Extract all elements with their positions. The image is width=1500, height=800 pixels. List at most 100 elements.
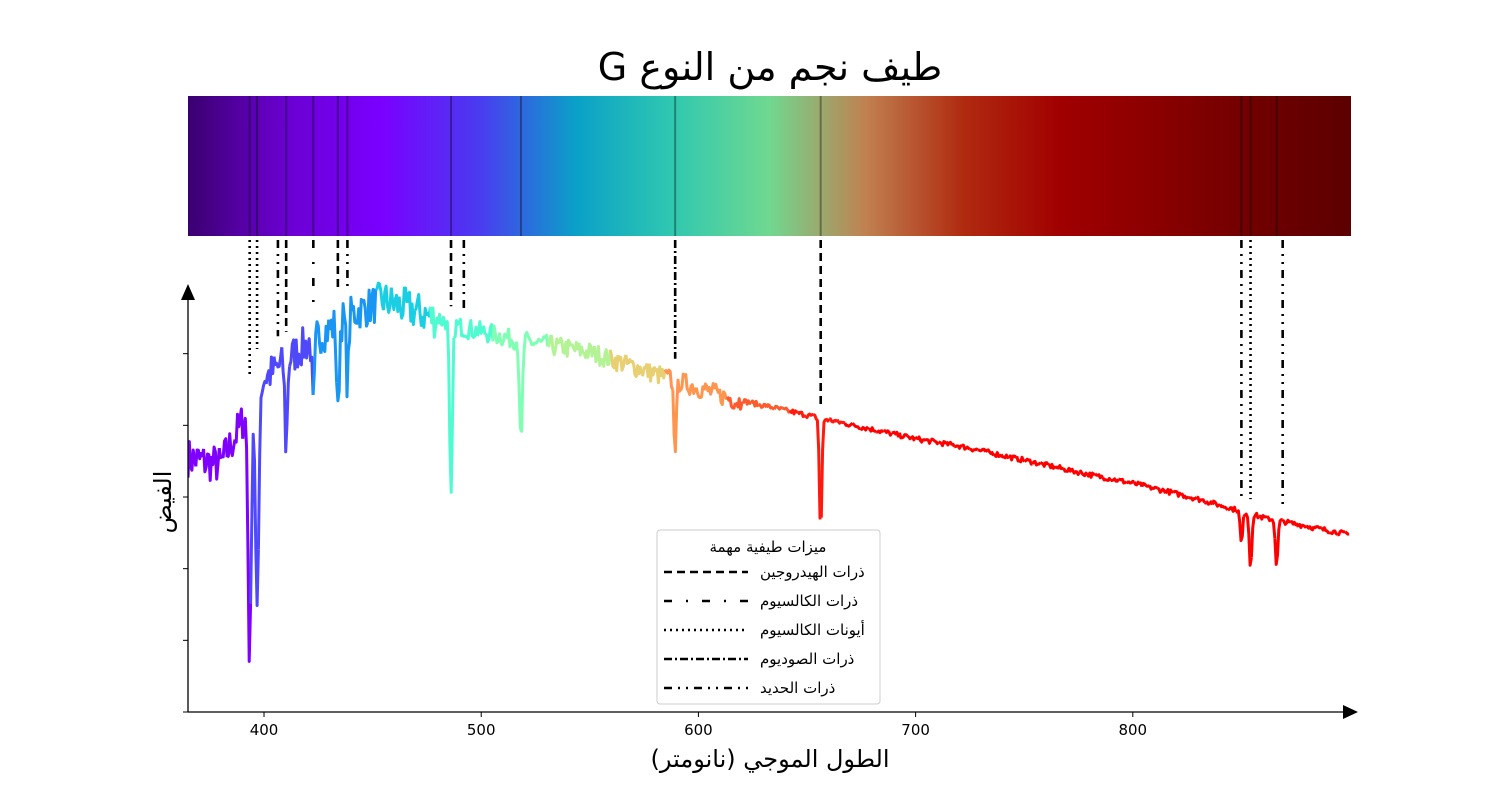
spectrum-segment [1101, 476, 1112, 482]
legend-title: ميزات طيفية مهمة [710, 538, 827, 556]
spectrum-segment [718, 388, 729, 406]
spectrum-segment [788, 408, 799, 416]
spectrum-segment [1023, 457, 1033, 466]
spectrum-segment [1235, 509, 1246, 543]
spectrum-segment [1008, 454, 1018, 462]
spectrum-segment [898, 432, 909, 440]
spectrum-segment [1337, 529, 1346, 537]
spectrum-segment [202, 448, 213, 482]
spectrum-segment [460, 326, 471, 341]
spectrum-segment [883, 429, 893, 437]
spectrum-segment [562, 338, 573, 358]
spectrum-segment [444, 320, 456, 494]
spectrum-segment [906, 434, 917, 442]
spectrum-segment [335, 302, 346, 403]
spectrum-segment [1273, 518, 1283, 566]
spectrum-segment [773, 404, 783, 411]
spectrum-segment [1172, 489, 1183, 498]
legend-label: ذرات الهيدروجين [760, 563, 865, 581]
x-tick-label: 700 [901, 721, 930, 739]
spectrum-segment [929, 437, 940, 446]
spectrum-segment [1329, 529, 1339, 536]
spectrum-segment [366, 287, 378, 324]
spectrum-segment [311, 320, 323, 395]
spectrum-segment [686, 383, 698, 396]
legend-label: أيونات الكالسيوم [760, 620, 865, 639]
spectrum-segment [1258, 514, 1268, 521]
spectrum-segment [1140, 481, 1151, 488]
spectrum-segment [954, 443, 963, 450]
legend-label: ذرات الحديد [760, 679, 835, 697]
x-axis-arrow [1343, 705, 1358, 719]
spectrum-segment [961, 443, 971, 451]
spectrum-segment [570, 340, 581, 353]
spectrum-segment [233, 407, 245, 444]
spectrum-segment [539, 333, 550, 347]
spectrum-segment [632, 364, 643, 378]
spectrum-segment [1093, 472, 1104, 480]
spectrum-segment [781, 406, 792, 414]
spectrum-segment [188, 440, 198, 478]
spectrum-segment [522, 330, 534, 350]
spectrum-segment [382, 284, 393, 314]
spectrum-segment [256, 379, 268, 550]
spectrum-segment [421, 306, 432, 329]
spectrum-segment [475, 320, 487, 337]
spectrum-segment [679, 372, 690, 392]
y-axis-arrow [181, 284, 195, 300]
spectrum-segment [210, 445, 221, 481]
spectrum-segment [741, 398, 752, 406]
spectrum-line [188, 281, 1350, 663]
spectrum-segment [1210, 499, 1222, 508]
spectrum-strip-absorption-lines [248, 96, 1278, 236]
spectrum-segment [303, 337, 315, 395]
legend-label: ذرات الصوديوم [760, 650, 854, 668]
spectrum-segment [710, 382, 722, 394]
spectrum-segment [891, 430, 901, 438]
spectrum-segment [694, 385, 706, 400]
spectrum-segment [1203, 500, 1214, 506]
spectrum-segment [1242, 512, 1253, 567]
spectrum-segment [796, 410, 807, 418]
legend-entries: ذرات الهيدروجين ذرات الكالسيوم أيونات الكا… [664, 563, 865, 697]
spectrum-segment [358, 297, 370, 329]
spectrum-segment [1344, 530, 1350, 536]
spectrum-segment [194, 448, 206, 467]
spectrum-segment [655, 365, 667, 385]
spectrum-segment [405, 290, 417, 326]
spectrum-segment [868, 426, 878, 434]
spectrum-strip [188, 96, 1351, 236]
spectrum-segment [350, 304, 362, 329]
spectrum-segment [671, 378, 682, 454]
spectrum-segment [296, 326, 307, 369]
spectrum-segment [1125, 479, 1135, 485]
spectrum-segment [593, 345, 604, 367]
spectrum-segment [1062, 466, 1073, 473]
spectrum-segment [342, 295, 354, 399]
spectrum-segment [280, 347, 292, 454]
spectrum-segment [647, 363, 659, 383]
spectrum-segment [554, 336, 565, 354]
spectrum-segment [241, 416, 253, 663]
spectrum-segment [375, 281, 385, 311]
spectrum-segment [413, 293, 425, 327]
spectrum-segment [875, 429, 885, 435]
spectrum-segment [1281, 518, 1291, 526]
x-tick-label: 400 [250, 721, 279, 739]
spectrum-segment [757, 402, 768, 409]
spectrum-segment [484, 323, 495, 344]
spectrum-segment [249, 432, 260, 607]
spectrum-segment [1156, 486, 1167, 494]
spectrum-segment [1132, 480, 1144, 488]
spectrum-segment [726, 396, 737, 410]
legend-label: ذرات الكالسيوم [760, 592, 858, 610]
spectrum-segment [1078, 469, 1089, 478]
spectrum-segment [734, 397, 744, 411]
spectrum-segment [804, 412, 814, 419]
spectrum-segment [624, 354, 636, 366]
spectrum-segment [1148, 484, 1159, 491]
spectrum-segment [507, 327, 518, 351]
spectrum-segment [999, 453, 1011, 460]
feature-marker-lines [248, 240, 1284, 509]
